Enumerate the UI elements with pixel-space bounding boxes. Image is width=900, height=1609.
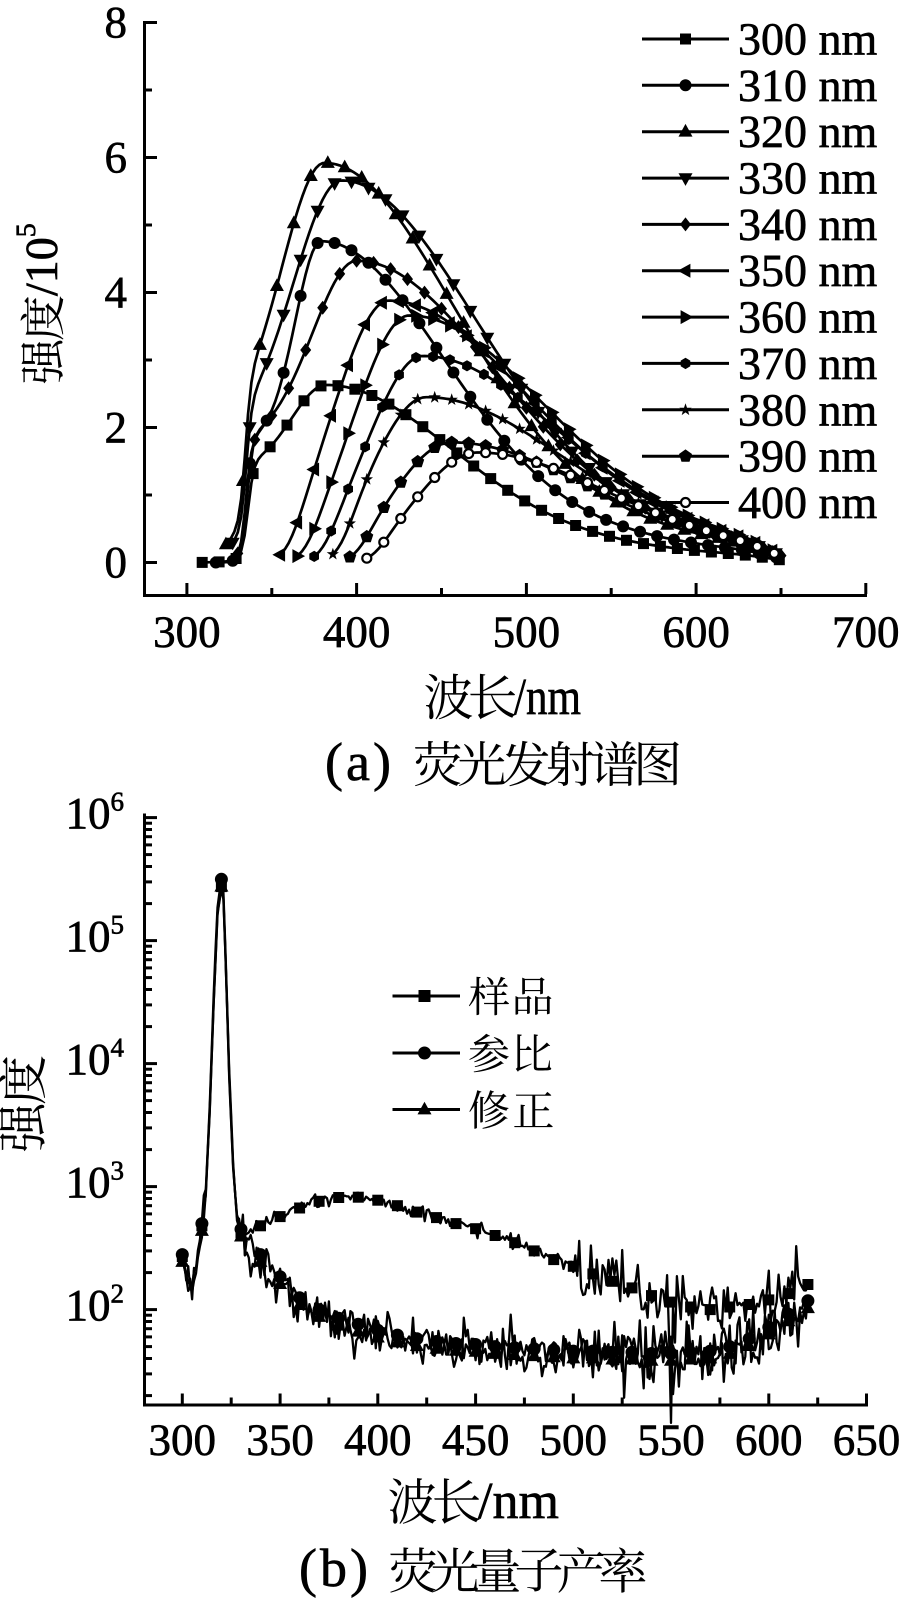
svg-text:10: 10	[66, 1281, 111, 1331]
svg-text:300: 300	[153, 607, 221, 657]
svg-text:450: 450	[442, 1415, 510, 1465]
svg-text:350: 350	[246, 1415, 314, 1465]
svg-text:/nm: /nm	[514, 669, 581, 726]
svg-text:390 nm: 390 nm	[738, 431, 878, 482]
svg-text:10: 10	[66, 1158, 111, 1208]
svg-text:500: 500	[493, 607, 561, 657]
svg-text:6: 6	[105, 133, 128, 183]
svg-text:4: 4	[105, 268, 128, 318]
svg-text:10: 10	[66, 1035, 111, 1085]
svg-text:400 nm: 400 nm	[738, 477, 878, 528]
svg-text:8: 8	[105, 0, 128, 48]
svg-text:(a): (a)	[325, 732, 394, 792]
svg-text:/105: /105	[11, 223, 67, 296]
svg-text:10: 10	[66, 912, 111, 962]
svg-text:400: 400	[344, 1415, 412, 1465]
svg-text:340 nm: 340 nm	[738, 199, 878, 250]
svg-text:3: 3	[111, 1156, 125, 1186]
svg-text:4: 4	[111, 1033, 125, 1063]
svg-text:350 nm: 350 nm	[738, 245, 878, 296]
svg-text:0: 0	[105, 538, 128, 588]
svg-text:310 nm: 310 nm	[738, 60, 878, 111]
svg-text:600: 600	[735, 1415, 803, 1465]
svg-text:380 nm: 380 nm	[738, 384, 878, 435]
svg-text:370 nm: 370 nm	[738, 338, 878, 389]
svg-text:360 nm: 360 nm	[738, 292, 878, 343]
svg-text:5: 5	[111, 910, 125, 940]
svg-text:10: 10	[66, 789, 111, 839]
svg-text:400: 400	[323, 607, 391, 657]
svg-text:320 nm: 320 nm	[738, 106, 878, 157]
svg-text:2: 2	[105, 403, 128, 453]
svg-text:600: 600	[662, 607, 730, 657]
svg-text:700: 700	[832, 607, 900, 657]
svg-text:500: 500	[540, 1415, 608, 1465]
svg-text:650: 650	[833, 1415, 900, 1465]
svg-text:330 nm: 330 nm	[738, 153, 878, 204]
svg-text:(b): (b)	[299, 1538, 371, 1598]
svg-text:/nm: /nm	[478, 1473, 559, 1530]
svg-text:2: 2	[111, 1279, 125, 1309]
svg-text:6: 6	[111, 787, 125, 817]
svg-text:300 nm: 300 nm	[738, 14, 878, 65]
svg-text:300: 300	[149, 1415, 217, 1465]
